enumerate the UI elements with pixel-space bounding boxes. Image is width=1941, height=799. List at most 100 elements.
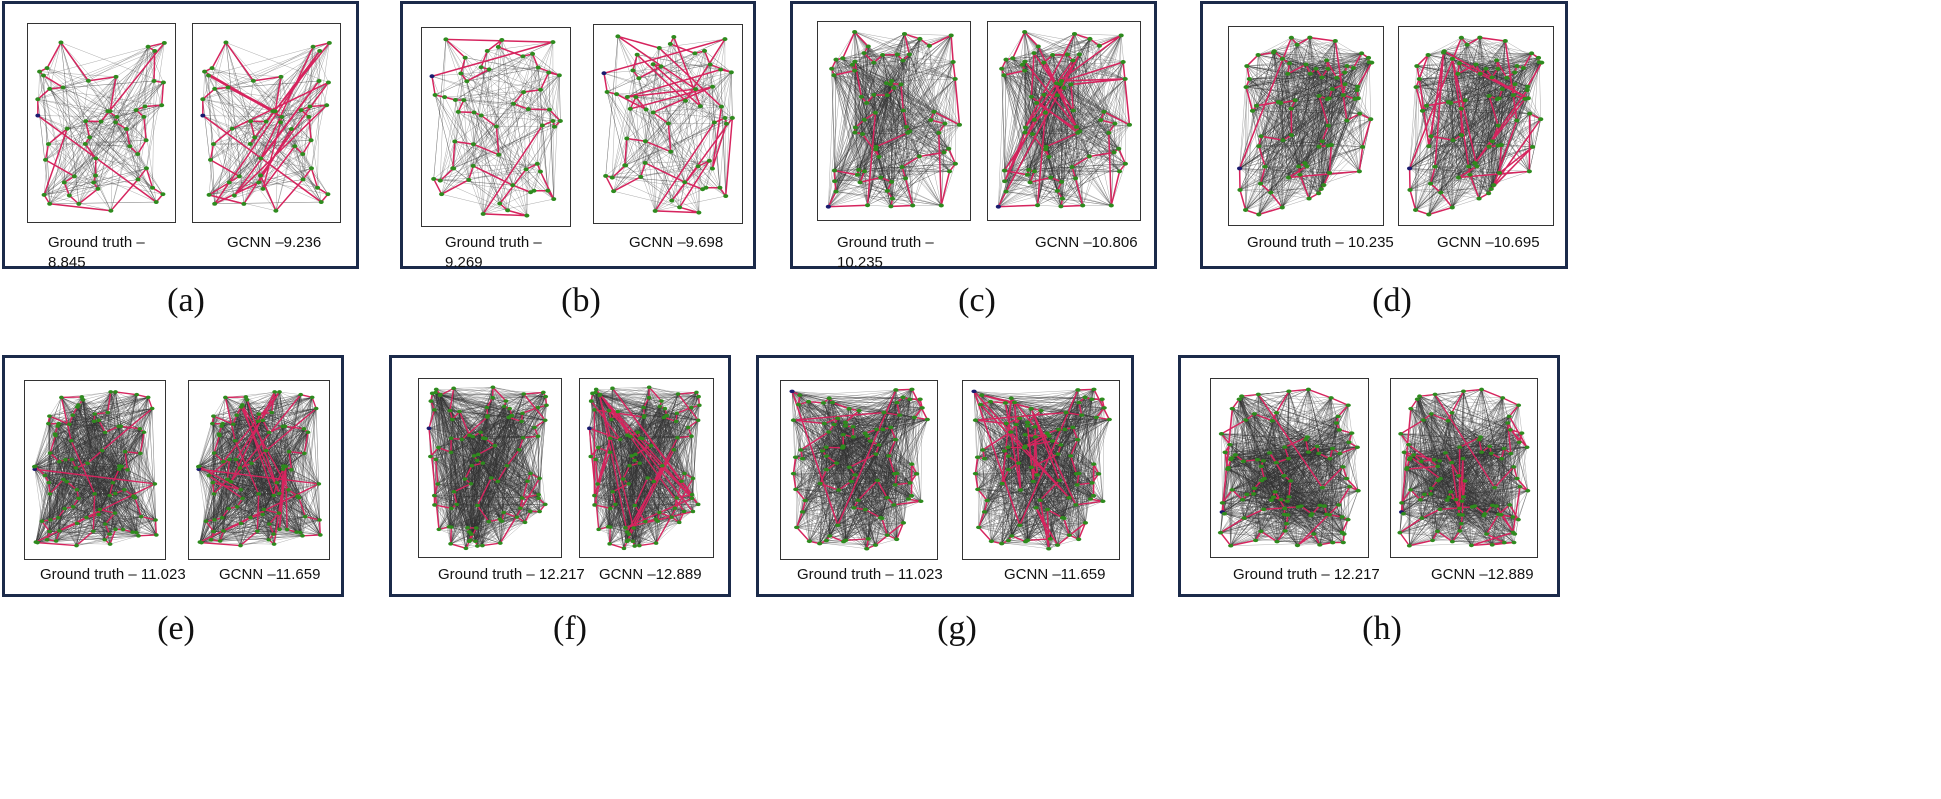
gcnn-graph-b <box>593 24 743 224</box>
graph-node <box>1307 35 1313 40</box>
graph-node <box>632 458 637 463</box>
graph-node <box>263 448 269 453</box>
graph-node <box>1258 529 1264 534</box>
graph-node <box>1295 164 1302 169</box>
graph-node <box>493 124 499 129</box>
graph-node <box>632 503 637 508</box>
graph-node <box>905 497 912 501</box>
graph-node <box>522 520 528 525</box>
graph-node <box>1323 512 1330 517</box>
graph-node <box>1262 164 1268 169</box>
graph-node <box>1432 392 1438 397</box>
graph-node <box>1426 212 1432 217</box>
gcnn-graph-h <box>1390 378 1538 558</box>
graph-node <box>1328 143 1334 147</box>
graph-node <box>1456 474 1462 478</box>
ground-truth-caption-h: Ground truth – 12.217 <box>1233 566 1380 583</box>
graph-node <box>546 70 552 75</box>
graph-node <box>1488 451 1494 456</box>
graph-node <box>295 494 300 498</box>
graph-node <box>525 479 530 483</box>
graph-node <box>58 40 64 45</box>
graph-node <box>876 443 882 447</box>
graph-node <box>1357 111 1363 116</box>
graph-node <box>42 157 48 162</box>
graph-node <box>1460 389 1466 394</box>
graph-node <box>247 142 253 146</box>
graph-node <box>821 421 827 426</box>
graph-node <box>1492 485 1498 490</box>
graph-node <box>1064 52 1070 57</box>
graph-node <box>690 476 696 481</box>
graph-node <box>130 530 135 534</box>
graph-node <box>141 114 147 119</box>
graph-node <box>630 68 636 73</box>
graph-node <box>876 154 882 159</box>
graph-node <box>32 464 38 469</box>
graph-node <box>1225 465 1232 470</box>
graph-node <box>1304 164 1310 169</box>
graph-node <box>1003 421 1009 426</box>
graph-node <box>1227 442 1233 447</box>
graph-node <box>917 36 923 41</box>
graph-node <box>209 66 215 71</box>
graph-node <box>1445 418 1451 423</box>
graph-node <box>205 73 211 78</box>
graph-node <box>1514 118 1520 123</box>
graph-node <box>1096 43 1103 48</box>
graph-node <box>1116 146 1122 151</box>
graph-node <box>690 509 696 514</box>
graph-node <box>1013 422 1019 427</box>
graph-node <box>551 124 557 129</box>
graph-node <box>1535 55 1542 60</box>
graph-node <box>536 492 542 497</box>
graph-node <box>861 51 867 56</box>
graph-node <box>884 188 890 193</box>
graph-node <box>1029 132 1036 137</box>
graph-node <box>872 543 879 547</box>
graph-node <box>1365 55 1372 60</box>
graph-node <box>1442 451 1448 455</box>
graph-node <box>1510 93 1516 98</box>
graph-node <box>1340 93 1346 98</box>
graph-node <box>153 200 159 205</box>
graph-node <box>1325 66 1331 71</box>
graph-node <box>919 406 925 410</box>
graph-node <box>1069 165 1075 169</box>
graph-node <box>1350 66 1357 70</box>
graph-node <box>324 103 330 108</box>
graph-node <box>528 471 533 476</box>
gcnn-caption-f: GCNN –12.889 <box>599 566 702 583</box>
graph-node <box>1334 75 1340 80</box>
graph-node <box>695 418 701 423</box>
graph-node <box>1251 412 1258 416</box>
graph-node <box>66 193 72 198</box>
graph-node <box>135 152 141 157</box>
graph-node <box>45 142 51 147</box>
graph-node <box>466 539 472 544</box>
graph-node <box>980 448 986 452</box>
graph-node <box>74 521 80 526</box>
graph-node <box>1506 414 1512 419</box>
graph-node <box>848 479 854 484</box>
graph-node <box>1528 51 1535 56</box>
graph-node <box>47 492 53 496</box>
graph-node <box>136 534 141 538</box>
graph-node <box>510 183 516 188</box>
graph-node <box>615 34 621 39</box>
graph-node <box>871 92 877 97</box>
graph-node <box>234 505 240 509</box>
graph-node <box>47 451 53 455</box>
graph-node <box>797 393 803 397</box>
graph-node <box>248 119 254 124</box>
graph-node <box>1035 44 1041 49</box>
graph-node <box>1465 164 1472 169</box>
graph-node <box>550 40 556 45</box>
graph-node <box>1345 403 1351 408</box>
graph-node <box>622 163 628 168</box>
graph-node <box>1106 417 1112 422</box>
graph-node <box>872 110 878 115</box>
graph-node <box>1507 503 1513 507</box>
graph-node <box>1281 474 1287 478</box>
graph-node <box>1450 138 1456 143</box>
